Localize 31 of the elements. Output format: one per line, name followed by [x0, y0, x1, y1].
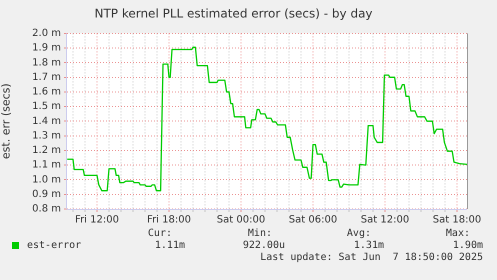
text: Last update: Sat Jun 7 18:50:00 2025: [260, 252, 483, 263]
y-tick-label: 2.0 m: [32, 28, 61, 39]
y-tick-label: 1.8 m: [32, 57, 61, 68]
y-tick-label: 1.2 m: [32, 145, 61, 156]
text: 1.90m: [452, 240, 483, 251]
y-tick-label: 1.4 m: [32, 116, 61, 127]
text: Avg:: [346, 228, 371, 239]
text: Min:: [248, 228, 272, 239]
x-tick-label: Sat 18:00: [432, 214, 482, 226]
text: Max:: [446, 228, 470, 239]
y-tick-label: 1.6 m: [32, 86, 61, 98]
y-tick-label: 1.1 m: [32, 160, 61, 171]
y-tick-label: 1.3 m: [32, 130, 61, 142]
y-tick-label: 0.8 m: [32, 204, 61, 215]
y-tick-label: 1.9 m: [32, 42, 61, 54]
text: 922.00u: [242, 240, 285, 251]
chart-title: NTP kernel PLL estimated error (secs) - by day: [94, 6, 373, 20]
x-tick-label: Fri 18:00: [147, 214, 191, 226]
text: 1.31m: [354, 240, 384, 251]
y-axis-title: est. err (secs): [0, 83, 12, 160]
text: Cur:: [148, 228, 172, 239]
y-tick-label: 0.9 m: [32, 188, 61, 200]
y-tick-label: 1.5 m: [32, 101, 61, 112]
x-tick-label: Sat 00:00: [216, 214, 266, 226]
y-tick-label: 1.0 m: [32, 174, 61, 186]
x-tick-label: Sat 12:00: [360, 214, 410, 226]
legend-label: est-error: [27, 240, 82, 251]
y-tick-label: 1.7 m: [32, 72, 61, 83]
x-tick-label: Fri 12:00: [75, 214, 119, 226]
x-tick-label: Sat 06:00: [288, 214, 338, 226]
text: 1.11m: [154, 240, 185, 251]
